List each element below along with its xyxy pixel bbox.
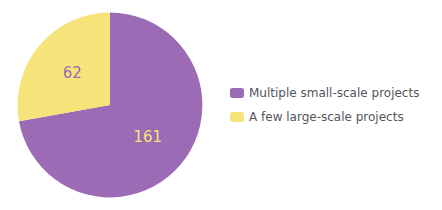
svg-text:A few large-scale projects: A few large-scale projects [249,110,404,124]
svg-text:62: 62 [63,64,82,82]
svg-text:Multiple small-scale projects: Multiple small-scale projects [249,86,419,100]
svg-text:161: 161 [133,128,162,146]
